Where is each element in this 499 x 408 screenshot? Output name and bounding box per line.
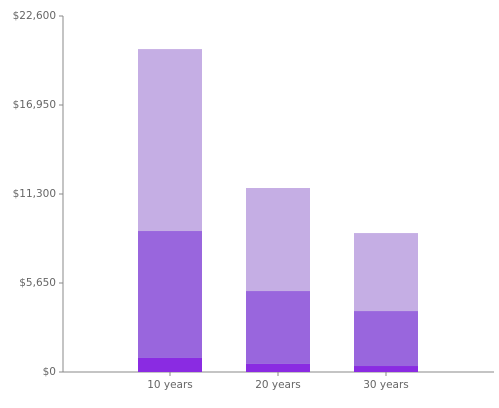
- y-tick-label: $5,650: [19, 277, 56, 289]
- bar-segment: [354, 366, 418, 372]
- bar-segment: [138, 357, 202, 372]
- y-tick-label: $16,950: [13, 99, 56, 111]
- bar-segment: [246, 291, 310, 364]
- x-tick-label: 20 years: [255, 379, 301, 391]
- x-tick-label: 10 years: [147, 379, 193, 391]
- x-tick-label: 30 years: [363, 379, 409, 391]
- bar-segment: [354, 311, 418, 367]
- y-tick-label: $0: [43, 366, 56, 378]
- bar-segment: [354, 233, 418, 312]
- bar-segment: [138, 231, 202, 358]
- y-tick-label: $11,300: [13, 188, 56, 200]
- bar-segment: [246, 188, 310, 292]
- y-tick-label: $22,600: [13, 10, 56, 22]
- bar-segment: [246, 363, 310, 372]
- bar-segment: [138, 49, 202, 232]
